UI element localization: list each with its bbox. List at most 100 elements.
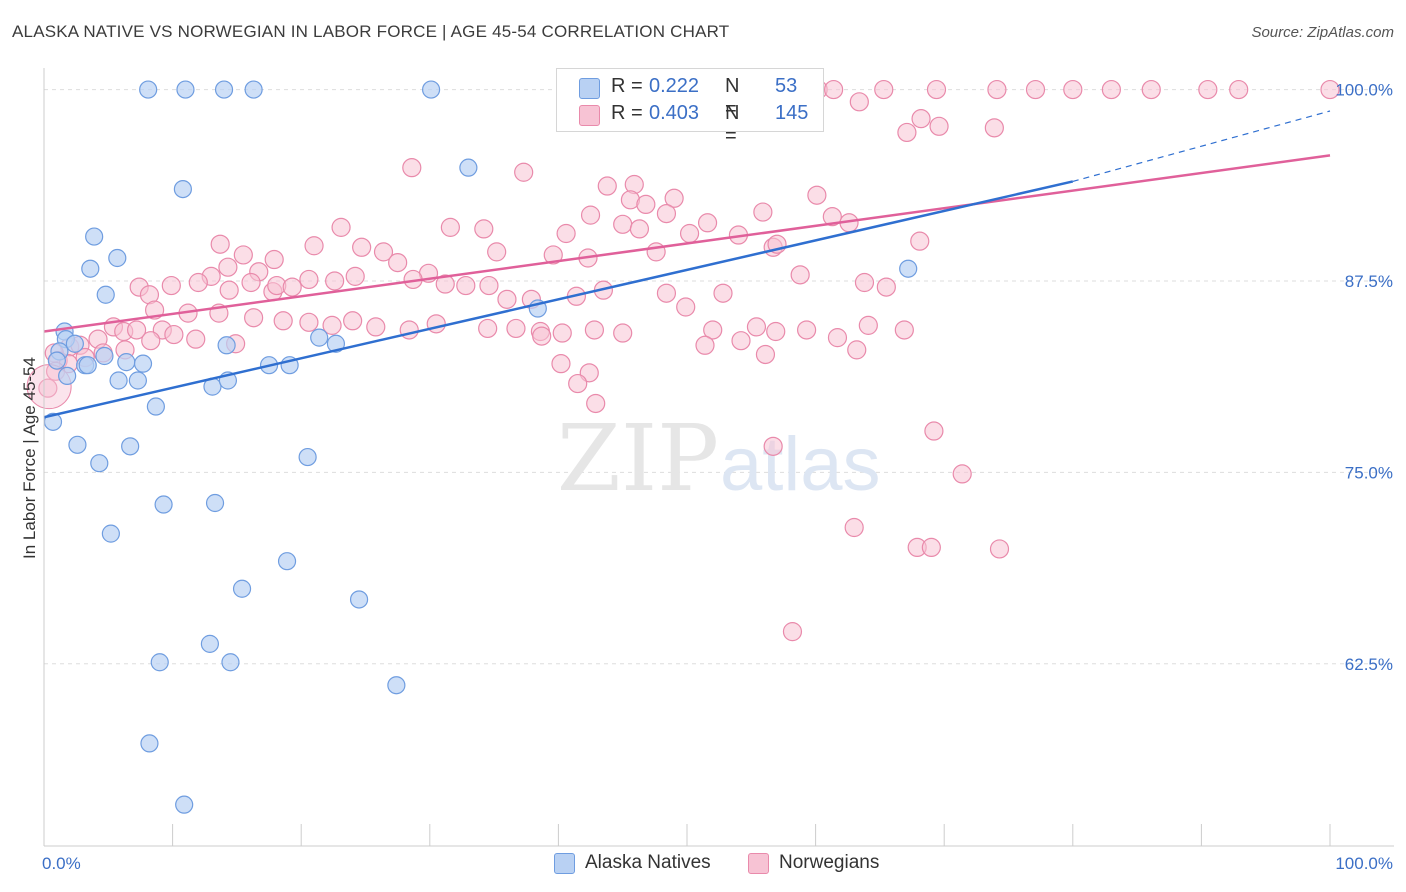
n-label: N = (725, 102, 740, 147)
alaska-natives-point (65, 334, 84, 353)
alaska-natives-point (214, 80, 234, 99)
norwegians-point (849, 92, 869, 112)
norwegians-point (697, 213, 718, 233)
norwegians-point (1229, 79, 1249, 100)
norwegians-point (586, 393, 606, 414)
norwegians-trend-line (43, 154, 1331, 333)
norwegians-point (613, 214, 633, 234)
norwegians-point (1101, 79, 1121, 100)
alaska-natives-point (277, 552, 297, 571)
alaska-natives-point (221, 653, 240, 672)
alaska-natives-point (326, 334, 346, 353)
norwegians-point (440, 217, 460, 237)
norwegians-point (782, 622, 803, 642)
source-label: Source: ZipAtlas.com (1251, 24, 1394, 41)
tick-labels: 62.5% 75.0% 87.5% 100.0% 0.0% 100.0% (42, 81, 1393, 873)
alaska-natives-swatch (554, 853, 575, 874)
alaska-natives-point (140, 734, 159, 753)
norwegians-point (497, 289, 517, 309)
alaska-natives-point (459, 158, 478, 177)
axes (43, 68, 1394, 847)
norwegians-point (921, 537, 941, 558)
norwegians-point (479, 275, 499, 296)
norwegians-point (827, 328, 848, 348)
alaska-natives-point (232, 579, 252, 598)
r-label: R = (611, 75, 643, 97)
norwegians-point (822, 207, 842, 227)
norwegians-point (164, 324, 184, 345)
watermark-zip: ZIP (557, 405, 719, 512)
norwegians-point (141, 331, 161, 351)
norwegians-point (402, 158, 422, 178)
alaska-natives-point (150, 653, 169, 672)
norwegians-point (478, 318, 498, 339)
series-legend: Alaska Natives Norwegians (0, 852, 1406, 878)
norwegians-point (703, 320, 723, 340)
norwegians-point (807, 185, 827, 205)
norwegians-point (676, 297, 696, 317)
alaska-natives-point (244, 80, 263, 99)
norwegians-point (1320, 79, 1340, 100)
alaska-natives-point (90, 454, 109, 473)
alaska-natives-point (176, 80, 195, 99)
norwegians-point (514, 162, 534, 182)
norwegians-point (532, 326, 552, 346)
norwegians-point (874, 79, 894, 100)
norwegians-point (987, 79, 1007, 100)
alaska-natives-point (68, 435, 87, 454)
y-tick-label: 62.5% (1345, 655, 1393, 674)
norwegians-point (426, 314, 446, 334)
norwegians-point (1025, 79, 1046, 100)
alaska-natives-point (205, 493, 225, 513)
norwegians-point (399, 320, 419, 340)
norwegians-point (847, 340, 867, 360)
norwegians-point (824, 79, 844, 100)
alaska-natives-trend-line (43, 180, 1074, 419)
alaska-natives-point (101, 524, 120, 543)
norwegians-point (244, 308, 264, 328)
norwegians-point (664, 188, 684, 208)
norwegians-point (366, 317, 386, 337)
alaska-natives-point (117, 353, 136, 372)
y-tick-label: 100.0% (1335, 81, 1393, 100)
alaska-natives-point (349, 590, 369, 609)
norwegians-point (679, 223, 700, 244)
norwegians-point (1063, 79, 1083, 100)
alaska-natives-point (96, 285, 115, 304)
norwegians-point (325, 271, 345, 291)
alaska-natives-point (217, 336, 236, 355)
chart-title: ALASKA NATIVE VS NORWEGIAN IN LABOR FORC… (12, 22, 730, 41)
norwegians-point (897, 122, 917, 143)
norwegians-point (299, 269, 319, 290)
norwegians-point (844, 517, 864, 538)
alaska-natives-point (421, 80, 441, 99)
norwegians-point (126, 320, 147, 340)
norwegians-point (186, 329, 206, 349)
y-tick-label: 75.0% (1345, 463, 1393, 482)
alaska-natives-swatch (579, 78, 600, 99)
norwegians-point (487, 242, 507, 262)
norwegians-point (568, 373, 588, 394)
x-tick-label: 100.0% (1335, 854, 1393, 873)
norwegians-point (556, 223, 576, 244)
norwegians-point (584, 320, 605, 340)
n-value: 53 (775, 75, 798, 97)
alaska-natives-point (85, 227, 104, 246)
norwegians-point (876, 277, 896, 297)
trend-lines (43, 110, 1331, 419)
norwegians-point (352, 237, 372, 257)
n-label: N = (725, 75, 740, 120)
alaska-natives-point (133, 354, 153, 373)
norwegians-point (264, 249, 284, 270)
r-label: R = (611, 102, 643, 124)
alaska-natives-point (146, 397, 165, 416)
norwegians-point (331, 217, 351, 237)
norwegians-point (241, 272, 261, 293)
norwegians-point (894, 320, 914, 340)
alaska-natives-point (47, 351, 66, 370)
norwegians-point (796, 320, 817, 340)
norwegians-point (345, 266, 365, 286)
norwegians-point (304, 236, 324, 256)
norwegians-point (753, 202, 773, 222)
